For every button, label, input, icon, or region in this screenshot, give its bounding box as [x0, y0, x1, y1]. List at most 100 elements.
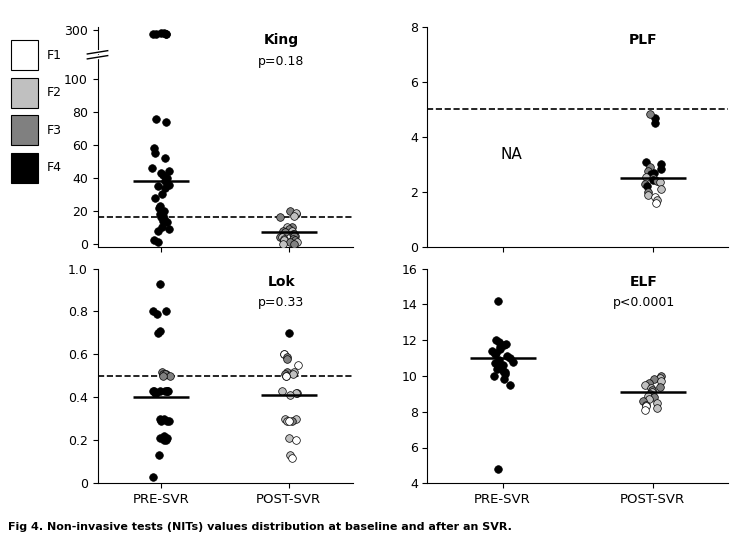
Point	[152, 309, 164, 318]
Point	[644, 163, 656, 171]
Point	[280, 417, 292, 425]
Point	[492, 362, 504, 371]
Point	[642, 187, 654, 196]
Point	[279, 369, 291, 378]
Point	[496, 361, 508, 369]
Text: NA: NA	[501, 147, 522, 162]
Point	[281, 367, 293, 376]
Point	[283, 329, 295, 337]
Point	[158, 415, 170, 423]
Point	[158, 436, 170, 445]
Point	[655, 160, 667, 169]
Point	[156, 223, 168, 231]
Point	[147, 307, 159, 316]
Point	[146, 164, 158, 172]
Point	[286, 230, 298, 238]
Point	[494, 345, 506, 353]
Point	[290, 236, 302, 245]
Point	[278, 226, 290, 235]
Text: F2: F2	[46, 86, 62, 99]
Point	[286, 226, 298, 235]
Point	[489, 359, 501, 368]
Point	[280, 372, 292, 380]
Point	[150, 30, 162, 39]
Point	[154, 279, 166, 288]
Point	[149, 389, 161, 397]
Point	[641, 391, 653, 400]
Point	[149, 149, 161, 158]
Point	[656, 185, 668, 193]
Point	[155, 169, 167, 177]
Text: ELF: ELF	[629, 275, 658, 289]
Point	[643, 379, 655, 387]
Point	[640, 402, 652, 411]
Point	[278, 350, 290, 359]
Point	[654, 382, 666, 391]
Point	[649, 393, 661, 402]
Point	[500, 339, 512, 348]
Text: F4: F4	[46, 161, 62, 175]
Point	[278, 350, 290, 359]
Point	[161, 434, 173, 442]
Point	[148, 193, 160, 202]
Point	[148, 387, 160, 395]
Point	[284, 391, 296, 400]
Text: King: King	[263, 33, 298, 47]
Point	[642, 191, 654, 199]
Point	[278, 236, 290, 245]
Point	[284, 434, 296, 442]
Point	[148, 144, 160, 153]
Point	[644, 109, 656, 118]
Point	[290, 415, 302, 423]
Point	[291, 238, 303, 246]
Point	[154, 326, 166, 335]
Point	[488, 372, 500, 380]
Point	[160, 307, 172, 316]
Point	[639, 405, 651, 414]
FancyBboxPatch shape	[11, 153, 38, 183]
Point	[163, 387, 175, 395]
Point	[490, 365, 502, 373]
Point	[645, 170, 657, 178]
Point	[150, 389, 162, 397]
Text: p<0.0001: p<0.0001	[612, 296, 675, 309]
Point	[274, 213, 286, 222]
Point	[654, 373, 666, 382]
Point	[646, 175, 658, 184]
Point	[286, 453, 298, 462]
Point	[651, 196, 663, 205]
Point	[147, 387, 159, 395]
Point	[650, 199, 662, 207]
Point	[280, 372, 292, 380]
Point	[153, 451, 165, 460]
Point	[646, 386, 658, 395]
Point	[494, 343, 506, 352]
Point	[284, 238, 296, 246]
Point	[507, 357, 519, 366]
Point	[488, 350, 500, 359]
Point	[160, 118, 172, 126]
Point	[649, 193, 661, 202]
Point	[161, 417, 173, 425]
Point	[153, 204, 165, 212]
Point	[160, 218, 172, 227]
Point	[647, 174, 659, 183]
Point	[493, 338, 505, 346]
Point	[158, 369, 170, 378]
Point	[503, 381, 515, 389]
Point	[652, 404, 664, 412]
Point	[277, 240, 289, 248]
Point	[158, 29, 170, 38]
Point	[288, 231, 300, 240]
FancyBboxPatch shape	[11, 77, 38, 107]
Point	[159, 177, 171, 186]
Point	[152, 329, 164, 337]
Point	[644, 389, 656, 398]
Point	[500, 370, 512, 379]
Point	[164, 167, 176, 176]
Point	[639, 179, 651, 188]
Point	[284, 207, 296, 215]
Point	[283, 417, 295, 425]
Point	[157, 216, 169, 225]
Text: Lok: Lok	[267, 275, 295, 289]
